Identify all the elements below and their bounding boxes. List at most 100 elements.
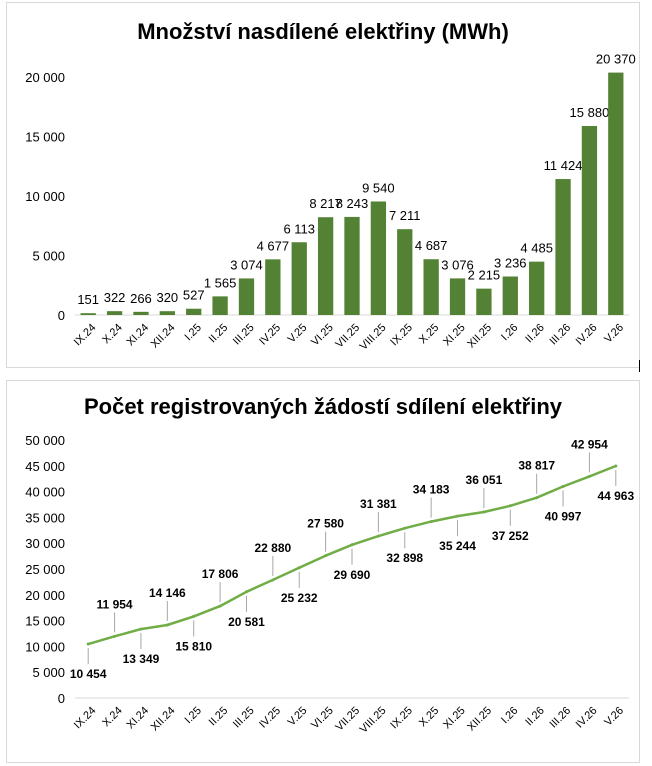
data-point-label: 27 580 — [307, 517, 344, 531]
data-point — [324, 554, 328, 558]
data-point-label: 32 898 — [386, 551, 423, 565]
y-tick-label: 15 000 — [25, 614, 65, 629]
bar-value-label: 15 880 — [570, 105, 610, 120]
y-tick-label: 50 000 — [25, 433, 65, 448]
registrations-chart-title: Počet registrovaných žádostí sdílení ele… — [83, 394, 563, 419]
x-tick-label: IV.25 — [257, 705, 283, 731]
data-point-label: 44 963 — [597, 489, 634, 503]
x-tick-label: XI.25 — [441, 322, 468, 349]
bar — [581, 126, 598, 315]
data-point — [139, 627, 143, 631]
x-tick-label: II.26 — [523, 705, 547, 729]
y-tick-label: 10 000 — [25, 639, 65, 654]
x-tick-label: III.26 — [547, 705, 573, 731]
x-tick-label: III.25 — [231, 705, 257, 731]
data-point-label: 17 806 — [202, 567, 239, 581]
x-tick-label: I.26 — [499, 322, 520, 343]
y-tick-label: 0 — [58, 308, 65, 323]
bar — [212, 296, 228, 315]
x-tick-label: V.25 — [286, 322, 310, 346]
data-point — [535, 496, 539, 500]
bar-value-label: 320 — [156, 290, 178, 305]
data-point-label: 35 244 — [439, 539, 476, 553]
x-tick-label: II.25 — [207, 705, 231, 729]
y-tick-label: 40 000 — [25, 485, 65, 500]
bar-value-label: 6 113 — [283, 221, 315, 236]
y-tick-label: 20 000 — [25, 70, 65, 85]
x-tick-label: X.24 — [100, 705, 124, 729]
x-tick-label: XII.24 — [149, 322, 178, 351]
data-point-label: 11 954 — [97, 597, 133, 611]
data-point-label: 10 454 — [70, 667, 107, 681]
data-point-label: 15 810 — [175, 639, 212, 653]
x-tick-label: I.26 — [499, 705, 520, 726]
x-tick-label: XI.24 — [125, 705, 152, 732]
data-point — [297, 566, 301, 570]
bar-value-label: 7 211 — [389, 208, 421, 223]
bar — [317, 217, 334, 315]
data-point — [482, 510, 486, 514]
energy-shared-chart: Množství nasdílené elektřiny (MWh) 0 5 00… — [6, 2, 640, 368]
x-tick-label: II.25 — [207, 322, 231, 346]
bar-value-label: 4 677 — [257, 238, 290, 253]
data-point — [561, 484, 565, 488]
data-point — [587, 474, 591, 478]
data-point — [244, 590, 248, 594]
x-tick-label: XII.25 — [465, 322, 494, 351]
bar-value-label: 2 215 — [468, 268, 501, 283]
registrations-chart: Počet registrovaných žádostí sdílení ele… — [6, 380, 640, 763]
data-point-label: 38 817 — [518, 459, 555, 473]
x-tick-label: V.26 — [602, 705, 626, 729]
data-point — [86, 642, 90, 646]
x-tick-label: XII.24 — [149, 705, 178, 734]
data-point-label: 13 349 — [123, 652, 160, 666]
bar-value-label: 4 687 — [415, 238, 448, 253]
bar-value-label: 527 — [183, 288, 205, 303]
y-tick-label: 30 000 — [25, 536, 65, 551]
data-point — [403, 526, 407, 530]
data-point — [429, 520, 433, 524]
x-tick-label: III.25 — [231, 322, 257, 348]
bar-value-label: 1 565 — [204, 275, 237, 290]
data-point — [113, 634, 117, 638]
bar — [344, 216, 360, 315]
y-tick-label: 35 000 — [25, 510, 65, 525]
y-tick-label: 5 000 — [32, 665, 65, 680]
bar-value-label: 3 236 — [494, 255, 527, 270]
x-tick-label: VI.25 — [309, 322, 336, 349]
data-point — [376, 534, 380, 538]
x-tick-label: VIII.25 — [358, 322, 389, 353]
x-tick-label: IX.24 — [72, 322, 99, 349]
bar-value-label: 8 217 — [309, 196, 342, 211]
x-tick-label: XI.25 — [441, 705, 468, 732]
y-tick-label: 0 — [58, 691, 65, 706]
data-point-label: 36 051 — [466, 473, 503, 487]
data-point — [508, 504, 512, 508]
x-tick-label: IV.26 — [574, 705, 600, 731]
x-tick-label: X.25 — [417, 705, 441, 729]
bar — [80, 313, 96, 315]
bar-value-label: 266 — [130, 291, 152, 306]
bar-value-label: 4 485 — [520, 241, 553, 256]
data-point — [350, 543, 354, 547]
x-tick-label: XI.24 — [125, 322, 152, 349]
data-point-label: 29 690 — [334, 568, 371, 582]
bar-value-label: 20 370 — [596, 52, 636, 67]
bar-value-label: 9 540 — [362, 180, 395, 195]
x-tick-label: VII.25 — [333, 322, 362, 351]
x-tick-label: III.26 — [547, 322, 573, 348]
data-point-label: 37 252 — [492, 529, 529, 543]
registrations-line-plot: 0 5 000 10 000 15 000 20 000 25 000 30 000 35 0… — [25, 433, 634, 736]
x-tick-label: XII.25 — [465, 705, 494, 734]
data-point — [165, 623, 169, 627]
bar — [449, 278, 466, 315]
bar — [555, 179, 571, 315]
bar — [186, 308, 202, 315]
energy-bar-plot: 0 5 000 10 000 15 000 20 000 151 IX.24 322 X.24 2… — [25, 52, 636, 353]
bar — [106, 311, 123, 315]
x-tick-label: IV.25 — [257, 322, 283, 348]
bar-value-label: 151 — [77, 292, 99, 307]
x-tick-label: V.25 — [286, 705, 310, 729]
bar — [476, 288, 492, 315]
data-point-label: 20 581 — [228, 615, 265, 629]
